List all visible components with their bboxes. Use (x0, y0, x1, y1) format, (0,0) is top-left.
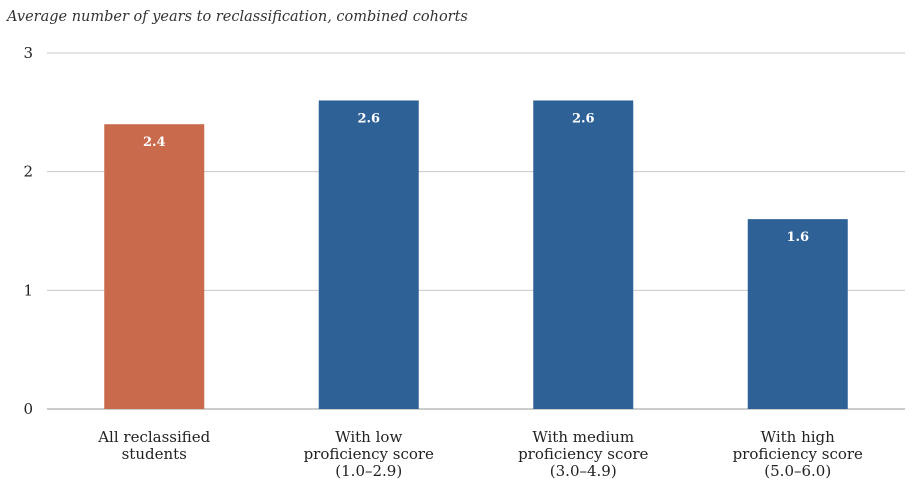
bar-value-label: 2.6 (357, 111, 380, 126)
category-label: With low proficiency score (1.0–2.9) (304, 428, 434, 480)
category-label-line: With medium (532, 428, 634, 446)
category-label-line: students (122, 445, 187, 463)
category-label-line: With high (761, 428, 835, 446)
category-label-line: (1.0–2.9) (335, 462, 402, 480)
y-tick-label: 2 (23, 163, 33, 181)
category-label: With medium proficiency score (3.0–4.9) (518, 428, 648, 480)
category-label-line: (5.0–6.0) (764, 462, 831, 480)
category-label-line: With low (335, 428, 402, 446)
category-label: All reclassified students (97, 428, 210, 463)
category-label-line: proficiency score (733, 445, 863, 463)
y-tick-label: 3 (23, 44, 33, 62)
bar-value-label: 2.6 (572, 111, 595, 126)
category-label-line: All reclassified (97, 428, 210, 446)
category-label: With high proficiency score (5.0–6.0) (733, 428, 863, 480)
bar (318, 100, 419, 409)
y-tick-label: 0 (23, 400, 33, 418)
y-tick-label: 1 (23, 281, 33, 299)
category-label-line: proficiency score (304, 445, 434, 463)
bar (747, 219, 848, 409)
bar (104, 124, 205, 409)
bar-value-label: 1.6 (786, 230, 809, 245)
bar (533, 100, 634, 409)
bar-value-label: 2.4 (143, 135, 166, 150)
chart-title: Average number of years to reclassificat… (7, 9, 468, 25)
category-label-line: (3.0–4.9) (550, 462, 617, 480)
category-label-line: proficiency score (518, 445, 648, 463)
